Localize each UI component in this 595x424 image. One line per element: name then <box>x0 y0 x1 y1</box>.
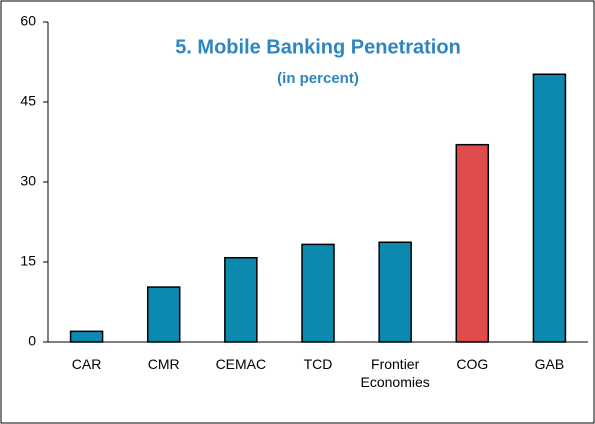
bar <box>455 143 490 343</box>
x-tick-label: CAR <box>71 356 102 372</box>
bar <box>301 243 335 343</box>
bar <box>378 241 412 343</box>
bar <box>146 286 181 343</box>
x-tick-label: GAB <box>534 356 565 372</box>
y-tick-label: 45 <box>20 93 36 109</box>
x-tick-label: TCD <box>303 356 333 372</box>
y-tick-label: 30 <box>20 173 36 189</box>
bar <box>224 256 258 343</box>
bar <box>69 330 104 343</box>
x-tick-label: Frontier Economies <box>360 356 430 390</box>
y-tick-label: 0 <box>28 333 36 349</box>
x-tick-label: COG <box>456 356 489 372</box>
y-tick-label: 60 <box>20 13 36 29</box>
x-tick-label: CMR <box>147 356 180 372</box>
chart-subtitle: (in percent) <box>277 70 359 87</box>
x-tick-label: CEMAC <box>215 356 267 372</box>
chart-title: 5. Mobile Banking Penetration <box>175 36 461 58</box>
bar <box>532 73 567 343</box>
y-tick-label: 15 <box>20 253 36 269</box>
